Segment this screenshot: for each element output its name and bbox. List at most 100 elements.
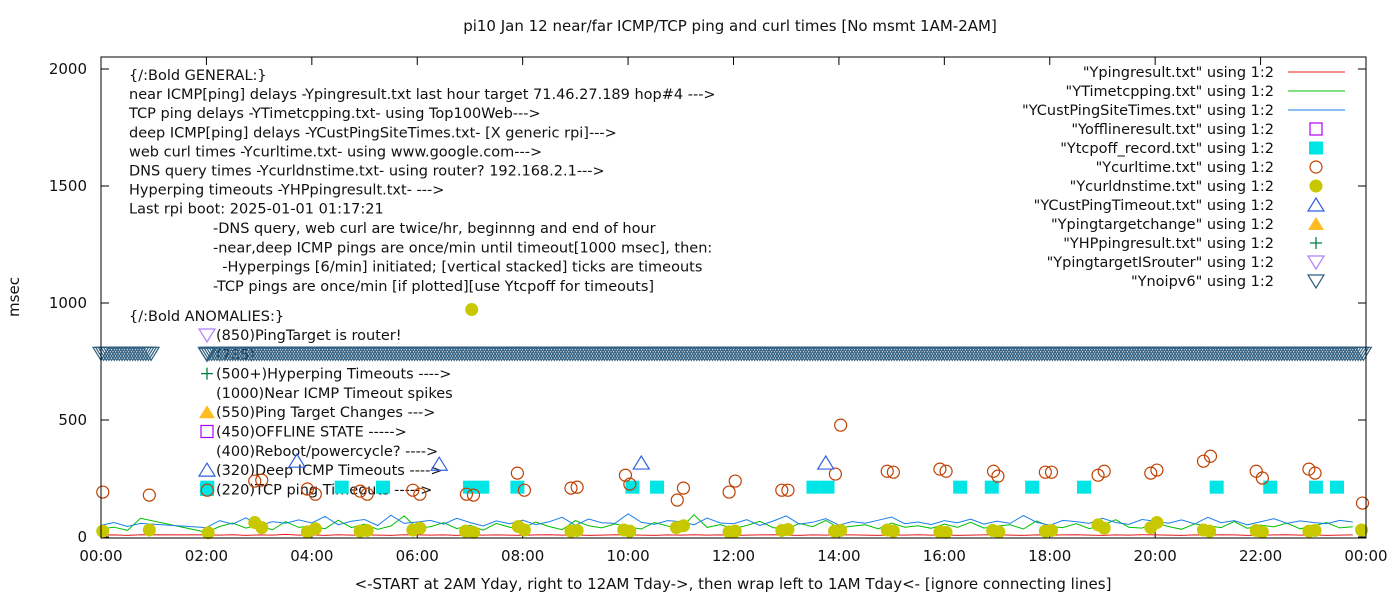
legend-swatch-marker <box>1309 160 1323 174</box>
data-point-ycurldnstime-txt-using-1-2 <box>413 521 427 535</box>
data-point-ycurltime-txt-using-1-2 <box>248 474 262 488</box>
data-point-ycurltime-txt-using-1-2 <box>728 474 742 488</box>
legend-swatch-marker <box>1309 141 1323 155</box>
chart-title: pi10 Jan 12 near/far ICMP/TCP ping and c… <box>463 17 997 35</box>
data-point-ycurltime-txt-using-1-2 <box>670 493 684 507</box>
data-point-ycurltime-txt-using-1-2 <box>353 484 367 498</box>
data-point-ycurldnstime-txt-using-1-2 <box>939 525 953 539</box>
legend-label: "Ypingtargetchange" using 1:2 <box>1051 217 1274 233</box>
data-point-ytcpoff-record-txt-using-1-2 <box>1308 480 1323 494</box>
noipv6-marker <box>1354 346 1373 362</box>
x-tick-label: 10:00 <box>606 547 649 565</box>
anomaly-key-marker <box>199 405 215 419</box>
legend-label: "YCustPingTimeout.txt" using 1:2 <box>1034 198 1274 214</box>
data-point-ycurltime-txt-using-1-2 <box>1196 454 1211 468</box>
anomaly-line: (550)Ping Target Changes ---> <box>216 405 435 421</box>
data-point-ycurltime-txt-using-1-2 <box>828 467 843 481</box>
annotations: {/:Bold GENERAL:} near ICMP[ping] delays … <box>128 68 716 325</box>
x-tick-label: 00:00 <box>1344 547 1387 565</box>
data-point-ytcpoff-record-txt-using-1-2 <box>1330 480 1345 494</box>
anomaly-key-marker <box>201 367 213 380</box>
data-point-ycurltime-txt-using-1-2 <box>517 483 532 497</box>
data-point-ytcpoff-record-txt-using-1-2 <box>510 480 525 494</box>
legend-label: "YpingtargetISrouter" using 1:2 <box>1047 255 1274 271</box>
legend-label: "Ynoipv6" using 1:2 <box>1131 274 1274 290</box>
legend-label: "Ytcpoff_record.txt" using 1:2 <box>1060 141 1274 157</box>
data-point-ytcpoff-record-txt-using-1-2 <box>334 480 349 494</box>
data-point-ycurltime-txt-using-1-2 <box>360 487 374 501</box>
data-point-ycustpingtimeout-txt-using-1-2 <box>287 453 306 468</box>
data-point-ytcpoff-record-txt-using-1-2 <box>806 480 821 494</box>
data-point-ycurltime-txt-using-1-2 <box>781 483 795 497</box>
annotation-note-line: -TCP pings are once/min [if plotted][use… <box>213 279 654 295</box>
legend-label: "Ypingresult.txt" using 1:2 <box>1083 65 1274 81</box>
data-point-ycurldnstime-txt-using-1-2 <box>255 521 269 535</box>
data-point-ycurltime-txt-using-1-2 <box>1150 463 1164 477</box>
annotation-general-line: TCP ping delays -YTimetcpping.txt- using… <box>128 106 541 122</box>
x-tick-label: 02:00 <box>185 547 228 565</box>
noipv6-marker <box>141 346 161 362</box>
data-point-ycurltime-txt-using-1-2 <box>510 466 524 480</box>
legend-label: "YCustPingSiteTimes.txt" using 1:2 <box>1022 103 1274 119</box>
data-point-ycustpingtimeout-txt-using-1-2 <box>430 456 449 471</box>
annotation-general-line: Last rpi boot: 2025-01-01 01:17:21 <box>129 202 384 218</box>
data-point-ycurldnstime-txt-using-1-2 <box>360 523 374 537</box>
legend-swatch-marker <box>1309 179 1323 193</box>
data-point-ycurltime-txt-using-1-2 <box>1144 466 1158 480</box>
series-line-ypingresult-txt-using-1-2 <box>100 533 1353 536</box>
legend-label: "Ycurldnstime.txt" using 1:2 <box>1070 179 1274 195</box>
data-point-ycurldnstime-txt-using-1-2 <box>1308 523 1322 537</box>
data-point-ytcpoff-record-txt-using-1-2 <box>984 480 999 494</box>
x-tick-label: 04:00 <box>290 547 333 565</box>
data-point-ycurltime-txt-using-1-2 <box>1203 449 1218 463</box>
x-tick-label: 12:00 <box>712 547 755 565</box>
anomaly-line: (500+)Hyperping Timeouts ----> <box>216 367 451 383</box>
data-point-ycurltime-txt-using-1-2 <box>570 480 584 494</box>
data-point-ycurltime-txt-using-1-2 <box>986 464 1001 478</box>
data-point-ycurldnstime-txt-using-1-2 <box>1255 525 1269 539</box>
annotation-note-line: -DNS query, web curl are twice/hr, begin… <box>213 221 656 237</box>
data-point-ycurltime-txt-using-1-2 <box>466 488 481 502</box>
data-point-ytcpoff-record-txt-using-1-2 <box>625 480 640 494</box>
data-point-ycurltime-txt-using-1-2 <box>722 485 736 499</box>
data-point-ycurldnstime-txt-using-1-2 <box>623 524 637 538</box>
data-point-ytcpoff-record-txt-using-1-2 <box>1025 480 1040 494</box>
data-point-ycurltime-txt-using-1-2 <box>880 464 894 478</box>
data-point-ycurldnstime-txt-using-1-2 <box>570 523 584 537</box>
x-tick-label: 00:00 <box>79 547 122 565</box>
data-point-ycurldnstime-txt-using-1-2 <box>96 524 110 538</box>
annotation-general-line: Hyperping timeouts -YHPpingresult.txt- -… <box>129 183 444 199</box>
axes: 0 500 1000 1500 2000 00:00 02:00 04:00 06:00 08:0… <box>49 57 1388 565</box>
anomaly-key-marker <box>200 424 214 439</box>
x-tick-label: 06:00 <box>396 547 439 565</box>
data-point-ycurltime-txt-using-1-2 <box>939 464 953 478</box>
legend-label: "YHPpingresult.txt" using 1:2 <box>1063 236 1274 252</box>
legend-label: "Ycurltime.txt" using 1:2 <box>1096 160 1274 176</box>
data-point-ytcpoff-record-txt-using-1-2 <box>375 480 390 494</box>
legend: "Ypingresult.txt" using 1:2 "YTimetcpping… <box>1022 65 1345 290</box>
anomaly-key-marker <box>197 328 217 344</box>
data-point-ycurltime-txt-using-1-2 <box>564 481 578 495</box>
legend-swatch-marker <box>1310 237 1322 249</box>
x-tick-label: 22:00 <box>1239 547 1282 565</box>
y-axis-label: msec <box>5 277 23 317</box>
plot-frame <box>100 56 1367 539</box>
annotation-anomalies-title: {/:Bold ANOMALIES:} <box>129 309 284 325</box>
data-point-ycurldnstime-txt-using-1-2 <box>465 303 479 317</box>
x-tick-label: 18:00 <box>1028 547 1071 565</box>
data-point-ycurldnstime-txt-using-1-2 <box>1203 524 1217 538</box>
anomaly-line: (850)PingTarget is router! <box>216 328 402 344</box>
data-point-ycurltime-txt-using-1-2 <box>459 487 474 501</box>
data-point-ycurldnstime-txt-using-1-2 <box>728 524 742 538</box>
data-point-ytcpoff-record-txt-using-1-2 <box>1263 480 1278 494</box>
data-point-ycurltime-txt-using-1-2 <box>142 488 156 502</box>
data-point-ytcpoff-record-txt-using-1-2 <box>1077 480 1092 494</box>
data-point-ycurldnstime-txt-using-1-2 <box>466 525 480 539</box>
data-point-ycurltime-txt-using-1-2 <box>1044 465 1059 479</box>
data-point-ycurltime-txt-using-1-2 <box>933 462 947 476</box>
data-point-ycurldnstime-txt-using-1-2 <box>1150 515 1164 529</box>
data-point-ycustpingtimeout-txt-using-1-2 <box>816 454 835 470</box>
data-point-ycurltime-txt-using-1-2 <box>618 468 633 482</box>
y-tick-label: 1500 <box>49 177 87 195</box>
